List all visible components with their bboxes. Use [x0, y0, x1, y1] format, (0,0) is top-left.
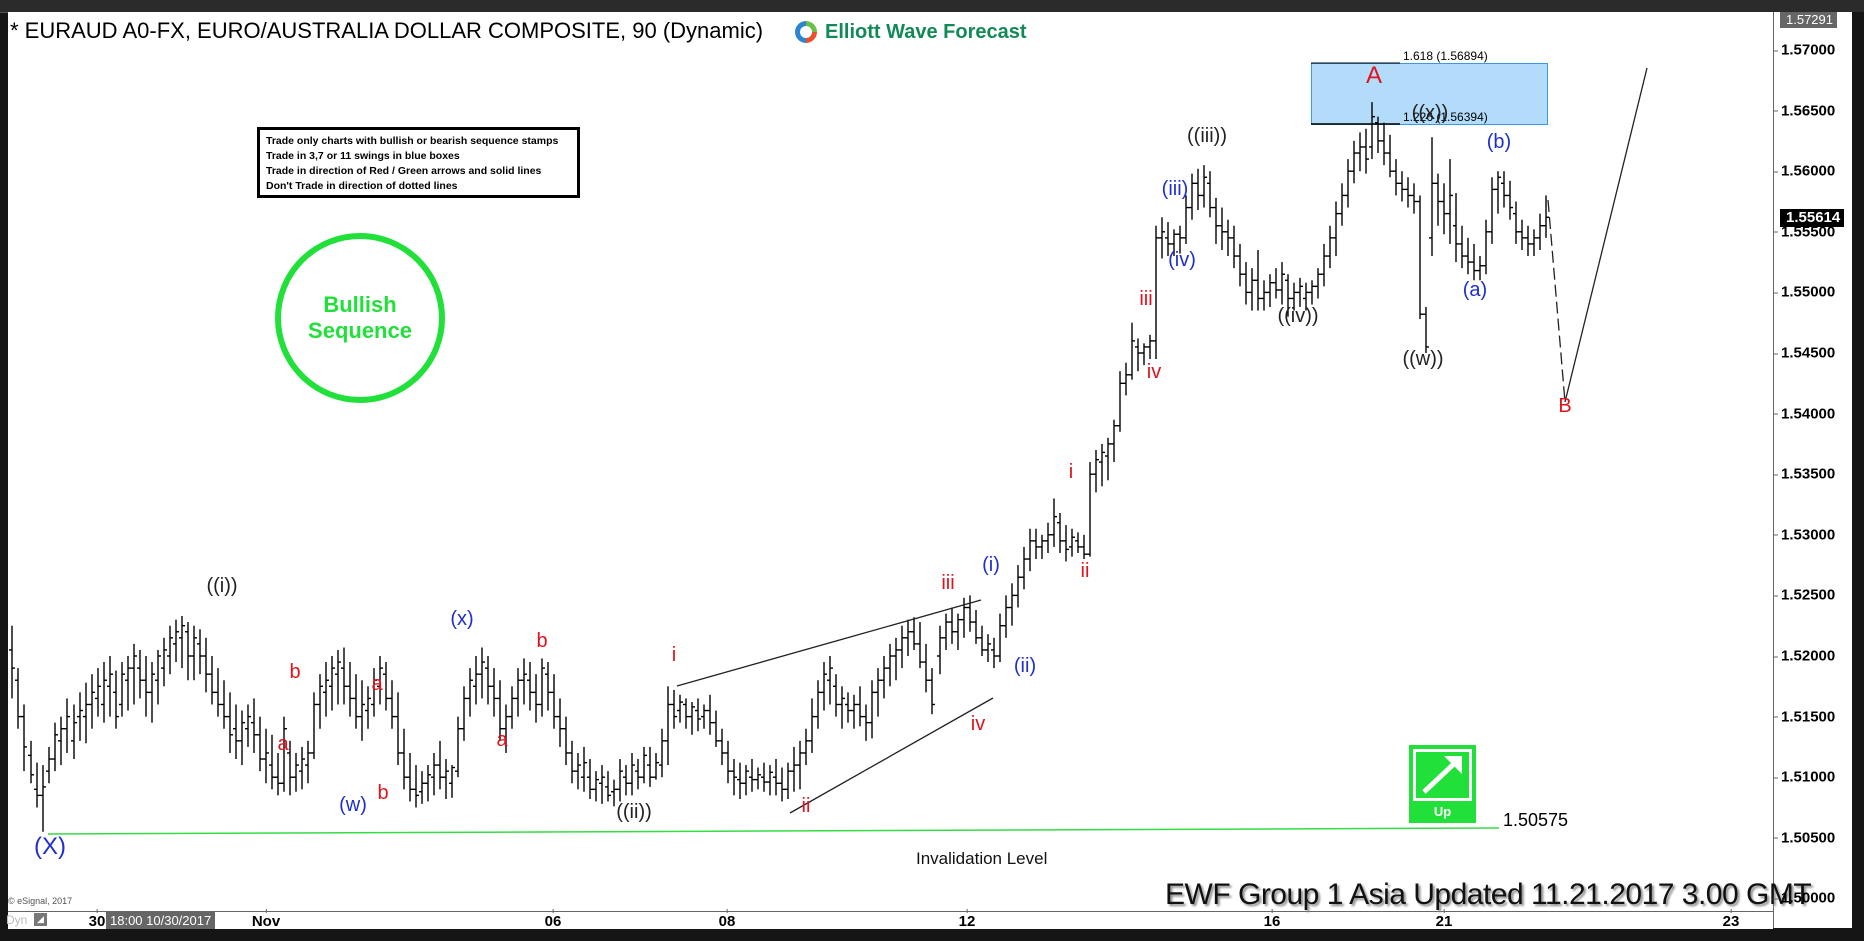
time-tick-label: Nov [251, 909, 281, 930]
wave-label: (i) [982, 554, 1000, 576]
wave-label: b [377, 782, 389, 804]
price-tick-label: 1.52500 [1772, 586, 1836, 604]
wave-label: B [1558, 395, 1572, 417]
wave-label: (w) [339, 794, 367, 816]
rule-line: Trade only charts with bullish or bearis… [266, 135, 559, 147]
up-label: Up [1433, 804, 1452, 819]
price-tick-label: 1.56000 [1772, 162, 1836, 180]
wave-label: b [289, 661, 301, 683]
wave-label: iii [941, 572, 955, 594]
wave-label: ((i)) [206, 575, 238, 597]
high-price-tag: 1.57291 [1780, 12, 1837, 28]
time-tick-label: 08 [718, 909, 736, 930]
price-tick-label: 1.54000 [1772, 405, 1836, 423]
price-tick-label: 1.53500 [1772, 465, 1836, 483]
wave-label: b [536, 630, 548, 652]
wave-label: ((iii)) [1187, 125, 1227, 147]
price-tick-label: 1.51500 [1772, 708, 1836, 726]
price-tick-label: 1.50000 [1772, 889, 1836, 907]
wave-label: a [277, 733, 289, 755]
fib-1226-label: 1.226 (1.56394) [1403, 110, 1488, 124]
window-border-right [1852, 12, 1864, 941]
time-axis[interactable] [8, 911, 1773, 931]
price-tick-label: 1.56500 [1772, 102, 1836, 120]
arrow-frame [1413, 749, 1472, 801]
price-tick-label: 1.50500 [1772, 829, 1836, 847]
fib-1618-label: 1.618 (1.56894) [1403, 49, 1488, 63]
brand-name: Elliott Wave Forecast [825, 20, 1027, 43]
wave-label: (X) [34, 833, 66, 860]
wave-label: ((iv)) [1277, 305, 1319, 327]
invalidation-label: Invalidation Level [916, 849, 1048, 868]
wave-label: ((w)) [1402, 348, 1444, 370]
wave-label: iv [1146, 361, 1162, 383]
wave-label: (ii) [1013, 655, 1037, 677]
stamp-line-2: Sequence [308, 318, 412, 343]
price-tick-label: 1.54500 [1772, 344, 1836, 362]
wave-label: ii [801, 795, 811, 817]
time-tick-label: 06 [544, 909, 562, 930]
wave-label: (iv) [1168, 249, 1196, 271]
update-stamp: EWF Group 1 Asia Updated 11.21.2017 3.00… [1165, 878, 1812, 911]
wave-label: ((ii)) [616, 801, 652, 823]
wave-label: (b) [1486, 131, 1512, 153]
price-tick-label: 1.55000 [1772, 283, 1836, 301]
brand-logo: Elliott Wave Forecast [793, 19, 1027, 45]
rule-line: Trade in direction of Red / Green arrows… [266, 165, 542, 177]
price-tick-label: 1.51000 [1772, 768, 1836, 786]
wave-label: (iii) [1161, 178, 1189, 200]
price-tick-label: 1.57000 [1772, 41, 1836, 59]
wave-label: a [371, 673, 383, 695]
time-tick-label: 21 [1435, 909, 1453, 930]
fib-target-blue-box [1311, 63, 1548, 125]
window-border-bottom [0, 929, 1864, 941]
rule-line: Trade in 3,7 or 11 swings in blue boxes [266, 150, 460, 162]
price-tick-label: 1.53000 [1772, 526, 1836, 544]
time-tick-label: 12 [958, 909, 976, 930]
time-tick-label: 30 [88, 909, 106, 930]
current-price-tag: 1.55614 [1780, 209, 1845, 227]
wave-label: i [1068, 461, 1074, 483]
wave-label: (a) [1462, 279, 1488, 301]
wave-label: (x) [450, 608, 474, 630]
wave-label: ((x)) [1411, 102, 1449, 124]
time-tick-label: 16 [1263, 909, 1281, 930]
rule-line: Don't Trade in direction of dotted lines [266, 180, 458, 192]
wave-label: a [496, 729, 508, 751]
time-tick-label: 23 [1722, 909, 1740, 930]
copyright: © eSignal, 2017 [8, 896, 73, 906]
wave-label: A [1365, 62, 1383, 89]
arrow-up-right-icon [1422, 756, 1462, 794]
dynamic-scale-toggle[interactable]: Dyn [6, 913, 28, 927]
wave-label: i [671, 644, 677, 666]
trading-rules-box: Trade only charts with bullish or bearis… [257, 127, 580, 198]
lock-icon[interactable]: ◢ [34, 913, 47, 926]
bullish-sequence-stamp: Bullish Sequence [275, 233, 445, 403]
invalidation-value: 1.50575 [1503, 810, 1569, 830]
up-direction-stamp: Up [1409, 745, 1476, 823]
stamp-line-1: Bullish [323, 292, 397, 317]
ewf-logo-icon [795, 21, 817, 43]
wave-label: ii [1080, 560, 1090, 582]
price-tick-label: 1.52000 [1772, 647, 1836, 665]
price-tick-label: 1.55500 [1772, 223, 1836, 241]
chart-title: * EURAUD A0-FX, EURO/AUSTRALIA DOLLAR CO… [10, 18, 764, 43]
cursor-time-tag: 18:00 10/30/2017 [106, 912, 216, 929]
wave-label: iv [970, 713, 986, 735]
wave-label: iii [1139, 288, 1153, 310]
price-axis[interactable] [1773, 12, 1853, 928]
